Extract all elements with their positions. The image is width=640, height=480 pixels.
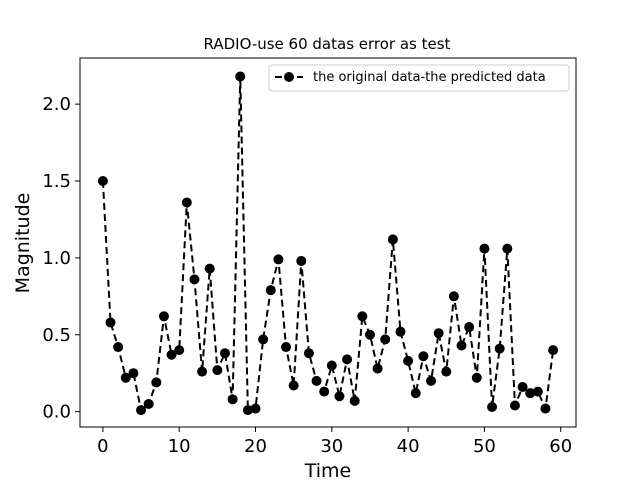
data-point	[364, 329, 375, 340]
data-point	[387, 234, 398, 245]
series-group	[97, 71, 559, 416]
y-axis-ticks: 0.0 0.5 1.0 1.5 2.0	[42, 94, 80, 423]
plot-area	[79, 57, 577, 428]
data-point	[303, 348, 314, 359]
data-point	[113, 342, 124, 353]
data-point	[532, 386, 543, 397]
chart-title: RADIO-use 60 datas error as test	[204, 35, 451, 53]
data-point	[174, 345, 185, 356]
data-point	[250, 403, 261, 414]
y-tick-label: 1.0	[42, 248, 71, 269]
y-tick-label: 0.0	[42, 402, 71, 423]
data-point	[288, 380, 299, 391]
data-point	[426, 375, 437, 386]
data-point	[136, 405, 147, 416]
data-point	[265, 285, 276, 296]
x-axis-label: Time	[304, 460, 352, 480]
data-point	[380, 334, 391, 345]
data-point	[525, 388, 536, 399]
data-point	[479, 243, 490, 254]
data-point	[143, 398, 154, 409]
data-point	[181, 197, 192, 208]
data-point	[158, 311, 169, 322]
data-point	[418, 351, 429, 362]
data-point	[281, 342, 292, 353]
data-point	[471, 372, 482, 383]
data-point	[97, 176, 108, 186]
data-point	[395, 326, 406, 337]
legend-box	[268, 64, 570, 92]
data-point	[456, 340, 467, 351]
data-point	[311, 375, 322, 386]
legend-label: the original data-the predicted data	[313, 70, 546, 85]
data-point	[204, 263, 215, 274]
data-point	[273, 254, 284, 265]
data-point	[326, 360, 337, 371]
data-point	[258, 334, 269, 345]
x-tick-label: 50	[473, 436, 496, 457]
x-tick-label: 0	[97, 436, 108, 457]
data-point	[509, 400, 520, 411]
data-point	[403, 355, 414, 366]
data-point	[441, 366, 452, 377]
data-point	[334, 391, 345, 402]
data-point	[296, 255, 307, 266]
data-point	[357, 311, 368, 322]
data-point	[448, 291, 459, 302]
y-tick-label: 0.5	[42, 325, 71, 346]
data-point	[219, 348, 230, 359]
data-point	[319, 386, 330, 397]
data-point	[128, 368, 139, 379]
data-point	[105, 317, 116, 328]
y-axis-label: Magnitude	[12, 193, 34, 294]
data-point	[197, 366, 208, 377]
data-point	[349, 395, 360, 406]
x-tick-label: 10	[168, 436, 191, 457]
data-point	[189, 274, 200, 285]
x-tick-label: 20	[244, 436, 267, 457]
data-point	[464, 322, 475, 333]
data-point	[433, 328, 444, 339]
x-tick-label: 30	[320, 436, 343, 457]
data-point	[151, 377, 162, 388]
data-point	[494, 343, 505, 354]
legend-marker-sample	[284, 72, 294, 82]
data-point	[372, 363, 383, 374]
y-tick-label: 1.5	[42, 171, 71, 192]
data-point	[342, 354, 353, 365]
data-point	[242, 405, 253, 416]
x-tick-label: 40	[397, 436, 420, 457]
x-axis-ticks: 0 10 20 30 40 50 60	[97, 427, 572, 457]
data-point	[540, 403, 551, 414]
data-point	[410, 388, 421, 399]
data-point	[212, 365, 223, 376]
data-point	[120, 372, 131, 383]
y-tick-label: 2.0	[42, 94, 71, 115]
data-point	[502, 243, 513, 254]
data-point	[548, 345, 559, 356]
x-tick-label: 60	[549, 436, 572, 457]
data-point	[235, 71, 246, 82]
data-point	[227, 394, 238, 405]
legend: the original data-the predicted data	[268, 64, 570, 92]
data-point	[517, 382, 528, 393]
data-point	[166, 349, 177, 360]
data-point	[487, 402, 498, 413]
